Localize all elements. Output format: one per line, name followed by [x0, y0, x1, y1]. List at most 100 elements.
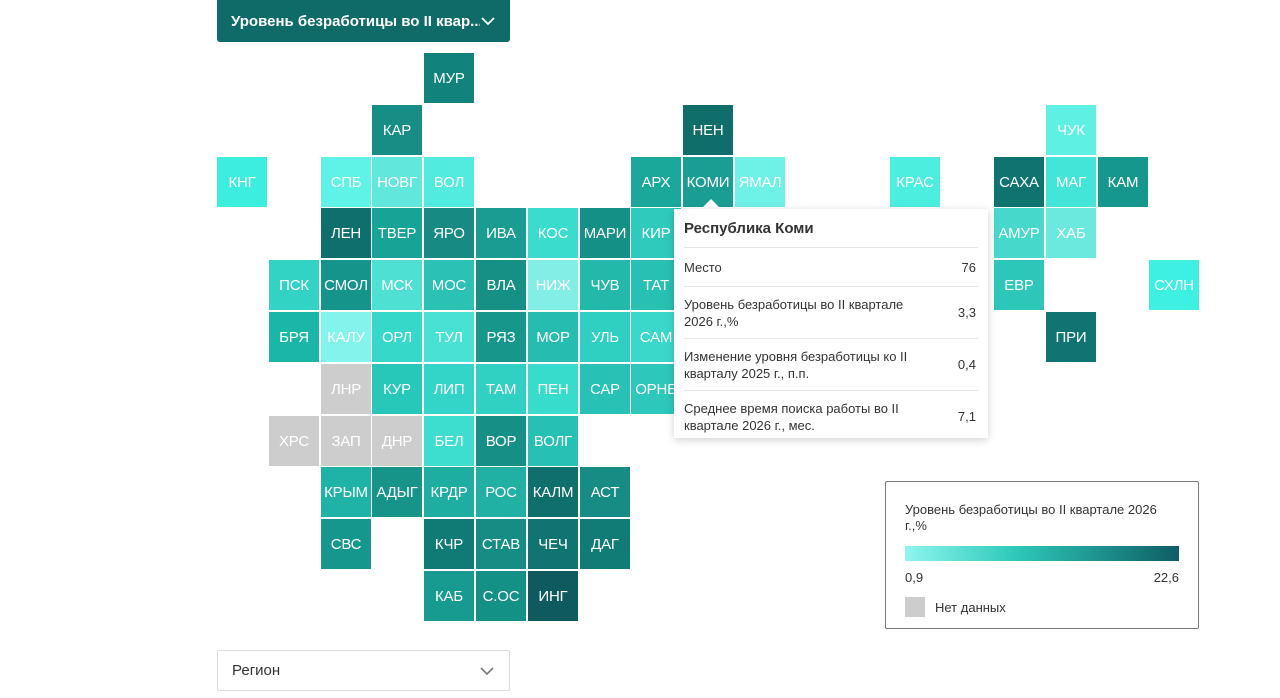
region-tile[interactable]: КАМ	[1098, 157, 1148, 207]
region-tile[interactable]: НЕН	[683, 105, 733, 155]
region-tile[interactable]: ВОР	[476, 416, 526, 466]
region-tile[interactable]: СХЛН	[1149, 260, 1199, 310]
region-tile[interactable]: НОВГ	[372, 157, 422, 207]
region-tile[interactable]: САХА	[994, 157, 1044, 207]
region-tile[interactable]: ЧУК	[1046, 105, 1096, 155]
metric-dropdown-label: Уровень безработицы во II квар...	[231, 12, 480, 30]
legend-max: 22,6	[1153, 570, 1179, 585]
region-tile[interactable]: МУР	[424, 53, 474, 103]
region-tile[interactable]: ЯРО	[424, 208, 474, 258]
tooltip-title: Республика Коми	[684, 209, 978, 248]
region-tile[interactable]: КРАС	[890, 157, 940, 207]
region-tile[interactable]: ТВЕР	[372, 208, 422, 258]
region-tile[interactable]: ЯМАЛ	[735, 157, 785, 207]
legend-min: 0,9	[905, 570, 924, 585]
region-tile[interactable]: ЕВР	[994, 260, 1044, 310]
region-tile[interactable]: ЗАП	[321, 416, 371, 466]
tooltip-caret	[700, 199, 722, 210]
region-tile[interactable]: КРДР	[424, 467, 474, 517]
region-tile[interactable]: ЧЕЧ	[528, 519, 578, 569]
region-tile[interactable]: КАЛУ	[321, 312, 371, 362]
region-tile[interactable]: АРХ	[631, 157, 681, 207]
region-tile[interactable]: ВОЛ	[424, 157, 474, 207]
region-tile[interactable]: ПРИ	[1046, 312, 1096, 362]
legend-title: Уровень безработицы во II квартале 2026 …	[905, 502, 1157, 533]
tooltip-row-search-time: Среднее время поиска работы во II кварта…	[684, 391, 978, 442]
region-tile[interactable]: БЕЛ	[424, 416, 474, 466]
region-tile[interactable]: МСК	[372, 260, 422, 310]
region-tile[interactable]: ТАМ	[476, 364, 526, 414]
region-tile[interactable]: КАБ	[424, 571, 474, 621]
region-tile[interactable]: САМ	[631, 312, 681, 362]
region-tile[interactable]: КЧР	[424, 519, 474, 569]
region-tile[interactable]: ИНГ	[528, 571, 578, 621]
region-tile[interactable]: КИР	[631, 208, 681, 258]
region-tile[interactable]: ОРЛ	[372, 312, 422, 362]
region-tile[interactable]: СТАВ	[476, 519, 526, 569]
chevron-down-icon	[480, 666, 494, 675]
region-tile[interactable]: ХРС	[269, 416, 319, 466]
region-tile[interactable]: ТУЛ	[424, 312, 474, 362]
region-tile[interactable]: МАРИ	[580, 208, 630, 258]
region-tile[interactable]: СВС	[321, 519, 371, 569]
region-tile[interactable]: ПСК	[269, 260, 319, 310]
tooltip-row-change: Изменение уровня безработицы ко II кварт…	[684, 339, 978, 391]
tooltip-row-label: Среднее время поиска работы во II кварта…	[684, 400, 899, 433]
region-tile[interactable]: ОРНБ	[631, 364, 681, 414]
region-tile[interactable]: СМОЛ	[321, 260, 371, 310]
region-tile[interactable]: СПБ	[321, 157, 371, 207]
region-tile[interactable]: КУР	[372, 364, 422, 414]
region-tile[interactable]: КОМИ	[681, 155, 735, 209]
region-tile[interactable]: ЛНР	[321, 364, 371, 414]
region-tooltip: Республика Коми Место 76 Уровень безрабо…	[674, 209, 988, 438]
region-tile[interactable]: ИВА	[476, 208, 526, 258]
region-tile[interactable]: С.ОС	[476, 571, 526, 621]
region-tile[interactable]: ПЕН	[528, 364, 578, 414]
region-tile[interactable]: ВЛА	[476, 260, 526, 310]
region-dropdown[interactable]: Регион	[217, 650, 510, 691]
region-tile[interactable]: МАГ	[1046, 157, 1096, 207]
region-tile[interactable]: АМУР	[994, 208, 1044, 258]
region-tile[interactable]: МОС	[424, 260, 474, 310]
region-dropdown-placeholder: Регион	[232, 662, 281, 679]
region-tile[interactable]: КАР	[372, 105, 422, 155]
no-data-swatch	[905, 597, 925, 617]
region-tile[interactable]: АДЫГ	[372, 467, 422, 517]
region-tile[interactable]: РОС	[476, 467, 526, 517]
region-tile[interactable]: КНГ	[217, 157, 267, 207]
region-tile[interactable]: ВОЛГ	[528, 416, 578, 466]
metric-dropdown[interactable]: Уровень безработицы во II квар...	[217, 0, 510, 42]
tooltip-row-label: Уровень безработицы во II квартале 2026 …	[684, 296, 904, 329]
legend-gradient-bar	[905, 546, 1179, 561]
region-tile[interactable]: КОС	[528, 208, 578, 258]
color-legend: Уровень безработицы во II квартале 2026 …	[885, 481, 1199, 629]
region-tile[interactable]: РЯЗ	[476, 312, 526, 362]
tooltip-row-value: 7,1	[957, 409, 976, 424]
region-tile[interactable]: УЛЬ	[580, 312, 630, 362]
tooltip-row-label: Изменение уровня безработицы ко II кварт…	[684, 348, 908, 381]
tooltip-row-value: 76	[961, 259, 976, 275]
region-tile[interactable]: ХАБ	[1046, 208, 1096, 258]
region-tile[interactable]: ТАТ	[631, 260, 681, 310]
no-data-label: Нет данных	[935, 599, 1006, 615]
chevron-down-icon	[481, 17, 495, 26]
region-tile[interactable]: НИЖ	[528, 260, 578, 310]
tooltip-row-rank: Место 76	[684, 248, 978, 287]
region-tile[interactable]: ДАГ	[580, 519, 630, 569]
region-tile[interactable]: МОР	[528, 312, 578, 362]
tooltip-row-value: 3,3	[957, 305, 976, 320]
tooltip-row-value: 0,4	[957, 357, 976, 372]
tooltip-row-label: Место	[684, 259, 722, 275]
region-tile[interactable]: ЛИП	[424, 364, 474, 414]
region-tile[interactable]: КАЛМ	[528, 467, 578, 517]
region-tile[interactable]: КРЫМ	[321, 467, 371, 517]
legend-no-data: Нет данных	[905, 597, 1179, 617]
region-tile[interactable]: САР	[580, 364, 630, 414]
tooltip-row-unemployment: Уровень безработицы во II квартале 2026 …	[684, 287, 978, 339]
region-tile[interactable]: ДНР	[372, 416, 422, 466]
region-tile[interactable]: ЧУВ	[580, 260, 630, 310]
region-tile[interactable]: БРЯ	[269, 312, 319, 362]
region-tile[interactable]: ЛЕН	[321, 208, 371, 258]
legend-range: 0,9 22,6	[905, 570, 1179, 585]
region-tile[interactable]: АСТ	[580, 467, 630, 517]
